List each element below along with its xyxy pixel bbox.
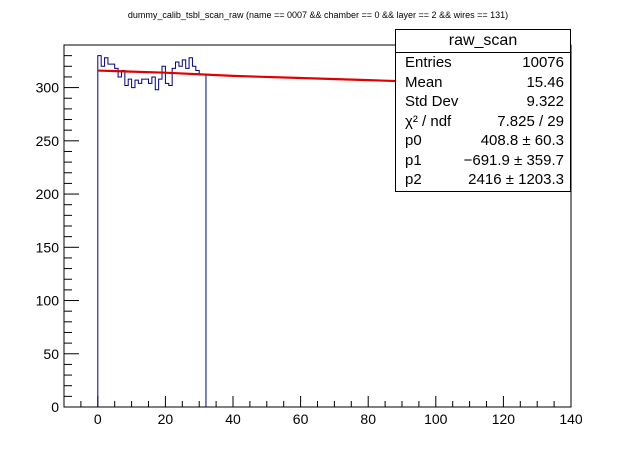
x-axis: 0 20 40 60 80 100 120 140 — [63, 396, 583, 427]
stats-row-entries: Entries 10076 — [396, 53, 570, 73]
x-tick-label: 140 — [559, 411, 583, 427]
y-axis: 0 50 100 150 200 250 300 — [36, 44, 79, 415]
y-tick-label: 0 — [51, 399, 59, 415]
stats-label: χ² / ndf — [405, 112, 452, 130]
x-tick-label: 80 — [360, 411, 376, 427]
stats-label: p0 — [405, 132, 422, 149]
stats-row-mean: Mean 15.46 — [396, 73, 570, 93]
x-tick-label: 120 — [492, 411, 516, 427]
stats-value: 15.46 — [526, 73, 564, 91]
stats-label: p1 — [405, 151, 422, 169]
stats-row-chi2: χ² / ndf 7.825 / 29 — [396, 112, 570, 132]
stats-value: 9.322 — [526, 93, 564, 110]
y-tick-label: 100 — [36, 293, 60, 309]
x-tick-label: 0 — [94, 411, 102, 427]
x-tick-label: 100 — [424, 411, 448, 427]
stats-label: Entries — [405, 54, 452, 71]
histogram-series — [97, 55, 207, 407]
stats-value: 10076 — [522, 54, 564, 71]
y-tick-label: 300 — [36, 80, 60, 96]
stats-row-p2: p2 2416 ± 1203.3 — [396, 170, 570, 190]
stats-value: −691.9 ± 359.7 — [463, 151, 564, 169]
stats-value: 2416 ± 1203.3 — [468, 171, 564, 188]
x-tick-label: 40 — [225, 411, 241, 427]
stats-label: Mean — [405, 73, 443, 91]
stats-value: 408.8 ± 60.3 — [480, 132, 564, 149]
x-tick-label: 60 — [293, 411, 309, 427]
y-tick-label: 50 — [43, 346, 59, 362]
y-tick-label: 250 — [36, 133, 60, 149]
stats-label: Std Dev — [405, 93, 459, 110]
y-tick-label: 200 — [36, 186, 60, 202]
stats-row-p0: p0 408.8 ± 60.3 — [396, 131, 570, 151]
chart-title: dummy_calib_tsbl_scan_raw (name == 0007 … — [127, 10, 509, 20]
stats-row-p1: p1 −691.9 ± 359.7 — [396, 151, 570, 171]
y-tick-label: 150 — [36, 239, 60, 255]
stats-value: 7.825 / 29 — [497, 112, 564, 130]
stats-row-stddev: Std Dev 9.322 — [396, 92, 570, 112]
stats-box: raw_scan Entries 10076 Mean 15.46 Std De… — [395, 29, 571, 192]
stats-label: p2 — [405, 171, 422, 188]
stats-box-name: raw_scan — [396, 30, 570, 53]
x-tick-label: 20 — [158, 411, 174, 427]
